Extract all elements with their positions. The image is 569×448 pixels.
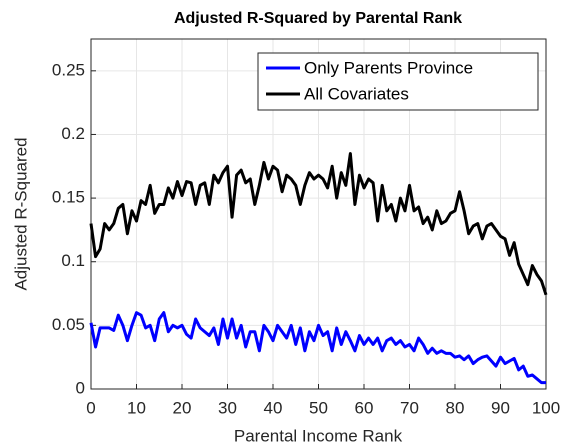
- y-tick-label: 0.15: [52, 188, 85, 207]
- y-tick-label: 0: [76, 378, 85, 397]
- chart-title: Adjusted R-Squared by Parental Rank: [174, 10, 462, 27]
- x-tick-label: 10: [127, 398, 146, 417]
- y-tick-label: 0.05: [52, 315, 85, 334]
- legend-label: All Covariates: [304, 84, 409, 103]
- x-tick-label: 20: [173, 398, 192, 417]
- legend-label: Only Parents Province: [304, 58, 473, 77]
- plot-frame: [90, 38, 547, 390]
- x-tick-label: 0: [86, 398, 95, 417]
- x-tick-label: 50: [309, 398, 328, 417]
- y-tick-label: 0.2: [61, 124, 85, 143]
- x-tick-label: 100: [532, 398, 560, 417]
- y-tick-label: 0.25: [52, 60, 85, 79]
- series-line: [89, 152, 548, 296]
- x-tick-label: 80: [446, 398, 465, 417]
- x-tick-label: 40: [264, 398, 283, 417]
- x-tick-label: 60: [355, 398, 374, 417]
- x-tick-label: 30: [218, 398, 237, 417]
- x-axis-label: Parental Income Rank: [234, 426, 403, 445]
- legend-box: [257, 52, 539, 111]
- y-tick-label: 0.1: [61, 251, 85, 270]
- series-line: [89, 311, 546, 385]
- x-tick-label: 70: [400, 398, 419, 417]
- y-axis-label: Adjusted R-Squared: [11, 137, 30, 290]
- x-tick-label: 90: [491, 398, 510, 417]
